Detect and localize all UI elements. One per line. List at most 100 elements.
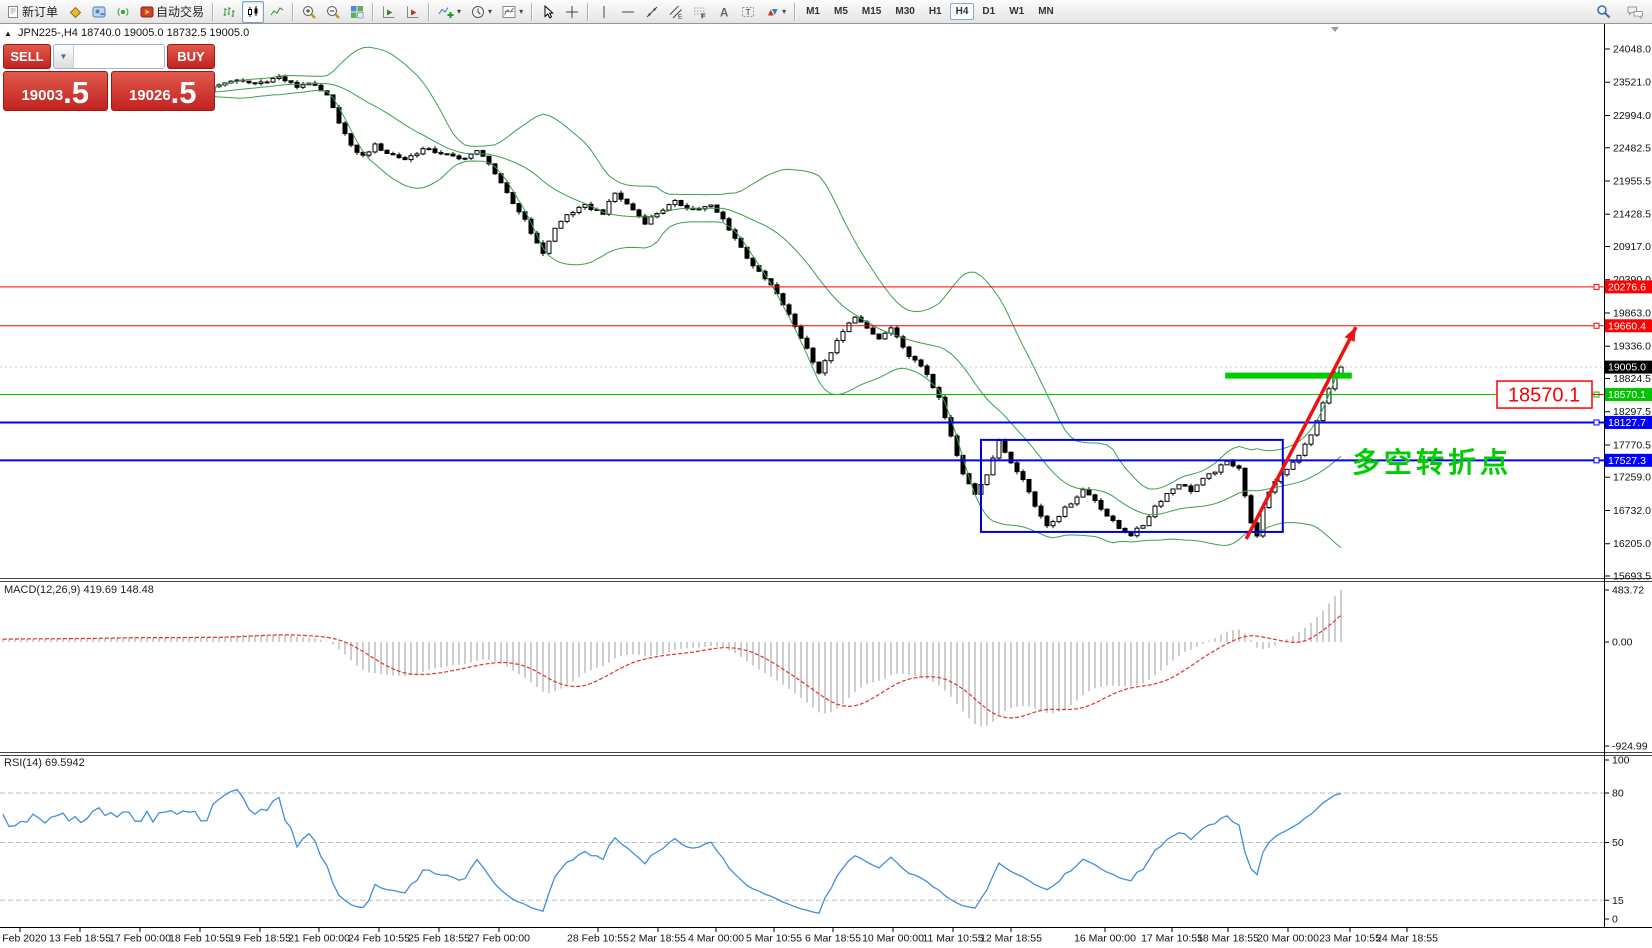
candle-down [1038, 505, 1044, 517]
candle-down [402, 157, 408, 161]
candle-down [534, 232, 540, 244]
trendline-button[interactable] [641, 1, 663, 23]
fibonacci-icon: F [693, 5, 707, 19]
sell-button[interactable]: SELL [3, 44, 51, 69]
fibonacci-button[interactable]: F [689, 1, 711, 23]
time-axis-label: 28 Feb 10:55 [567, 933, 629, 945]
equidistant-channel-button[interactable]: E [665, 1, 687, 23]
period-button[interactable]: ▾ [467, 1, 496, 23]
candle-up [846, 322, 852, 333]
price-callout-box[interactable] [1496, 380, 1593, 409]
arrows-button[interactable]: ▾ [761, 1, 790, 23]
price-line-label [1605, 280, 1652, 294]
candle-up [420, 148, 426, 155]
candle-up [1158, 500, 1164, 507]
candle-up [888, 327, 894, 334]
horizontal-line-button[interactable] [617, 1, 639, 23]
candle-down [642, 215, 648, 225]
cursor-icon [541, 4, 555, 19]
timeframe-W1-button[interactable]: W1 [1009, 6, 1025, 17]
candle-down [918, 359, 924, 367]
candle-up [984, 474, 990, 486]
timeframe-M5-button[interactable]: M5 [834, 6, 848, 17]
candle-down [348, 133, 354, 146]
line-anchor-handle[interactable] [1593, 419, 1600, 426]
timeframe-D1-button[interactable]: D1 [982, 6, 996, 17]
macd-axis-label: 0.00 [1612, 637, 1633, 649]
search-button[interactable] [1592, 1, 1615, 23]
new-order-button[interactable]: 新订单 [2, 1, 62, 23]
text-label-button[interactable]: T [737, 1, 759, 23]
zoom-out-button[interactable] [322, 1, 344, 23]
candle-down [798, 326, 804, 339]
volume-decrease-button[interactable]: ▼ [54, 45, 74, 68]
volume-input[interactable] [74, 45, 164, 68]
candle-up [1218, 464, 1224, 473]
candle-down [426, 148, 432, 151]
svg-text:T: T [746, 7, 751, 17]
auto-trading-icon [140, 5, 154, 19]
timeframe-M30-button[interactable]: M30 [895, 6, 915, 17]
bar-chart-button[interactable] [218, 1, 240, 23]
line-anchor-handle[interactable] [1593, 322, 1600, 329]
sell-price-fraction: .5 [63, 75, 90, 110]
candle-up [1308, 434, 1314, 445]
signal-button[interactable] [112, 1, 134, 23]
candle-down [1242, 467, 1248, 497]
vertical-line-button[interactable] [593, 1, 615, 23]
crosshair-button[interactable] [561, 1, 583, 23]
timeframe-H1-button[interactable]: H1 [928, 6, 942, 17]
time-axis-label: 17 Feb 00:00 [109, 933, 171, 945]
timeframe-MN-button[interactable]: MN [1038, 6, 1054, 17]
line-chart-button[interactable] [266, 1, 288, 23]
time-axis-label: 13 Feb 18:55 [49, 933, 111, 945]
price-axis-label: 17770.5 [1613, 439, 1651, 451]
volume-spinner: ▼ ▲ [53, 44, 165, 69]
text-icon: A [717, 5, 731, 19]
line-anchor-handle[interactable] [1593, 283, 1600, 290]
clock-icon [471, 5, 485, 19]
template-button[interactable]: ▾ [498, 1, 527, 23]
chart-shift-marker[interactable] [1331, 27, 1339, 32]
auto-trading-button[interactable]: 自动交易 [136, 1, 208, 23]
candle-up [366, 151, 372, 156]
macd-signal-line [2, 614, 1342, 719]
rsi-axis-label: 100 [1612, 755, 1630, 767]
toolbar-separator [212, 2, 215, 21]
zoom-in-button[interactable] [298, 1, 320, 23]
auto-scroll-button[interactable] [402, 1, 424, 23]
chevron-down-icon: ▾ [457, 7, 462, 16]
data-window-button[interactable] [88, 1, 110, 23]
buy-button[interactable]: BUY [167, 44, 215, 69]
sell-price-panel[interactable]: 19003.5 [3, 71, 108, 111]
candle-up [1152, 505, 1158, 518]
gold-diamond-button[interactable] [64, 1, 86, 23]
buy-price-panel[interactable]: 19026.5 [110, 71, 215, 111]
cursor-button[interactable] [537, 1, 559, 23]
candle-down [912, 355, 918, 361]
line-anchor-handle[interactable] [1593, 457, 1600, 464]
timeframe-M1-button[interactable]: M1 [806, 6, 820, 17]
candle-down [354, 144, 360, 153]
price-axis-label: 20917.0 [1613, 241, 1651, 253]
candle-down [396, 154, 402, 159]
cn-annotation-text[interactable]: 多空转折点 [1352, 446, 1512, 478]
candle-down [900, 336, 906, 348]
macd-axis-label: -924.99 [1612, 741, 1648, 753]
price-callout-text: 18570.1 [1508, 385, 1580, 407]
candle-up [1170, 488, 1176, 495]
consolidation-box[interactable] [980, 438, 1284, 533]
candle-down [438, 152, 444, 155]
timeframe-H4-button[interactable]: H4 [949, 3, 975, 20]
candlesticks [204, 74, 1344, 539]
price-line-label [1605, 319, 1652, 333]
tile-windows-button[interactable] [346, 1, 368, 23]
trend-arrow[interactable] [1244, 326, 1358, 540]
timeframe-M15-button[interactable]: M15 [861, 6, 882, 17]
text-button[interactable]: A [713, 1, 735, 23]
chat-button[interactable] [1623, 1, 1648, 23]
chart-shift-button[interactable] [378, 1, 400, 23]
add-indicator-button[interactable]: ▾ [434, 1, 465, 23]
candlestick-chart-button[interactable] [242, 0, 265, 23]
green-highlight-bar[interactable] [1225, 372, 1352, 379]
